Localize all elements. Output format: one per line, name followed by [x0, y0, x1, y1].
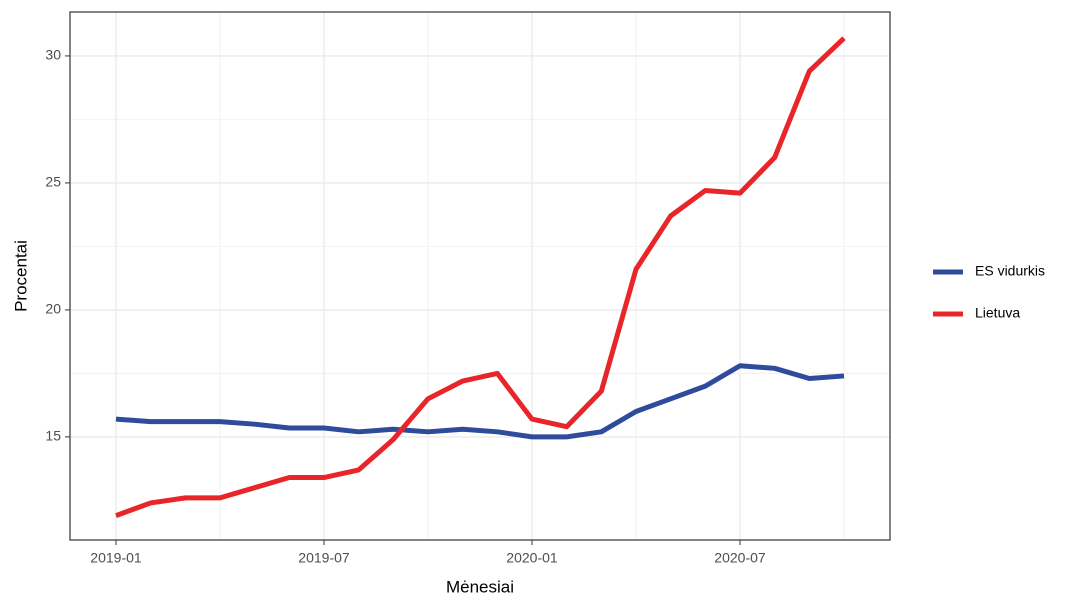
line-series — [115, 363, 845, 440]
y-axis-title: Procentai — [11, 240, 30, 312]
y-tick-label: 25 — [45, 174, 61, 190]
x-tick-label: 2020-01 — [506, 550, 558, 566]
y-tick-label: 20 — [45, 301, 61, 317]
x-tick-label: 2020-07 — [714, 550, 766, 566]
y-tick-label: 30 — [45, 47, 61, 63]
panel-border — [69, 11, 891, 541]
x-axis-title: Mėnesiai — [446, 577, 514, 596]
x-tick-label: 2019-01 — [90, 550, 142, 566]
line-series — [115, 36, 846, 518]
legend-label: ES vidurkis — [975, 263, 1045, 279]
legend-label: Lietuva — [975, 305, 1020, 321]
y-tick-label: 15 — [45, 428, 61, 444]
x-tick-label: 2019-07 — [298, 550, 350, 566]
